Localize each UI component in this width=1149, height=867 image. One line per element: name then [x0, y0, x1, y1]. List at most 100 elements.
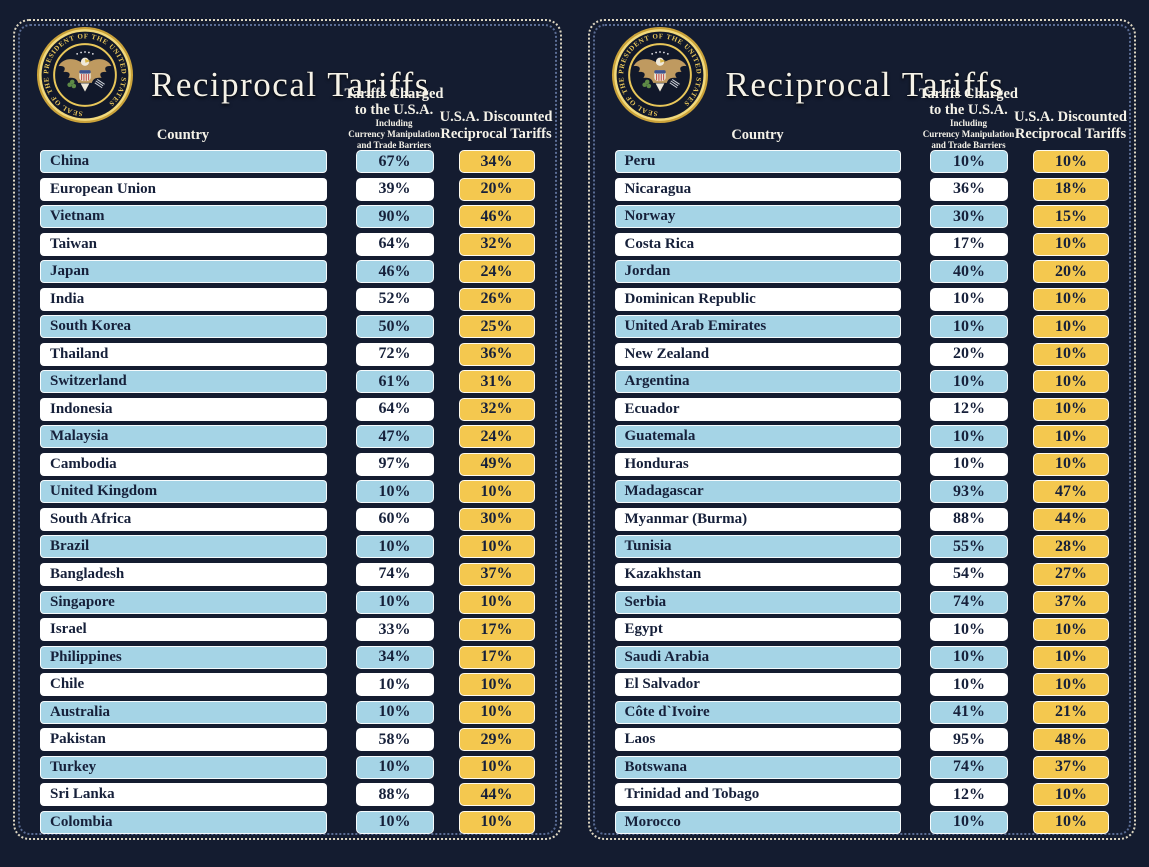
charged-header-subline: Including	[375, 118, 413, 129]
tariff-table: China 67% 34% European Union 39% 20% Vietnam 90…	[40, 150, 535, 834]
table-row: Tunisia 55% 28%	[614, 535, 1109, 559]
table-row: Peru 10% 10%	[614, 150, 1109, 173]
charged-tariff-cell: 10%	[930, 425, 1008, 449]
table-row: Argentina 10% 10%	[614, 370, 1109, 394]
discount-column-header: U.S.A. Discounted Reciprocal Tariffs	[1014, 109, 1127, 143]
discounted-tariff-cell: 10%	[458, 480, 535, 504]
discounted-tariff-cell: 26%	[458, 287, 535, 311]
discounted-tariff-cell: 10%	[1033, 287, 1109, 311]
charged-tariff-cell: 10%	[930, 370, 1008, 394]
charged-tariff-cell: 10%	[930, 150, 1008, 173]
table-row: Australia 10% 10%	[40, 700, 535, 724]
table-row: New Zealand 20% 10%	[614, 342, 1109, 366]
discounted-tariff-cell: 10%	[1033, 452, 1109, 476]
presidential-seal-icon: SEAL OF THE PRESIDENT OF THE UNITED STAT…	[36, 26, 134, 124]
panel-brand: SEAL OF THE PRESIDENT OF THE UNITED STAT…	[611, 26, 1005, 124]
country-cell: Serbia	[614, 590, 901, 614]
discounted-tariff-cell: 17%	[458, 645, 535, 669]
discounted-tariff-cell: 34%	[458, 150, 535, 173]
charged-tariff-cell: 74%	[930, 590, 1008, 614]
table-row: Costa Rica 17% 10%	[614, 232, 1109, 256]
discount-header-line: Reciprocal Tariffs	[1014, 126, 1127, 143]
table-row: Morocco 10% 10%	[614, 810, 1109, 834]
discounted-tariff-cell: 10%	[1033, 425, 1109, 449]
table-row: Philippines 34% 17%	[40, 645, 535, 669]
table-row: Botswana 74% 37%	[614, 755, 1109, 779]
charged-tariff-cell: 54%	[930, 562, 1008, 586]
charged-tariff-cell: 10%	[930, 810, 1008, 834]
charged-header-subline: Including	[949, 118, 988, 129]
discounted-tariff-cell: 10%	[1033, 645, 1109, 669]
country-cell: New Zealand	[614, 342, 901, 366]
country-cell: European Union	[40, 177, 327, 201]
discounted-tariff-cell: 15%	[1033, 205, 1109, 229]
discounted-tariff-cell: 10%	[458, 673, 535, 697]
discounted-tariff-cell: 21%	[1033, 700, 1109, 724]
charged-tariff-cell: 33%	[355, 618, 434, 642]
table-row: Bangladesh 74% 37%	[40, 562, 535, 586]
country-cell: Honduras	[614, 452, 901, 476]
table-row: Pakistan 58% 29%	[40, 728, 535, 752]
table-row: Egypt 10% 10%	[614, 618, 1109, 642]
discounted-tariff-cell: 10%	[1033, 342, 1109, 366]
country-cell: South Korea	[40, 315, 327, 339]
country-column-header: Country	[156, 127, 210, 143]
country-cell: Egypt	[614, 618, 901, 642]
charged-header-subline: Currency Manipulation	[922, 129, 1015, 140]
table-row: Laos 95% 48%	[614, 728, 1109, 752]
tariff-panel-right: SEAL OF THE PRESIDENT OF THE UNITED STAT…	[574, 0, 1149, 867]
charged-tariff-cell: 12%	[930, 783, 1008, 807]
country-cell: China	[40, 150, 327, 173]
discounted-tariff-cell: 29%	[458, 728, 535, 752]
eagle-icon	[633, 51, 686, 92]
charged-header-subline: and Trade Barriers	[931, 140, 1006, 151]
presidential-seal-icon: SEAL OF THE PRESIDENT OF THE UNITED STAT…	[611, 26, 708, 124]
charged-tariff-cell: 10%	[355, 590, 434, 614]
charged-tariff-cell: 10%	[355, 673, 434, 697]
country-cell: Madagascar	[614, 480, 901, 504]
country-cell: Malaysia	[40, 425, 327, 449]
table-row: Brazil 10% 10%	[40, 535, 535, 559]
table-row: United Arab Emirates 10% 10%	[614, 315, 1109, 339]
discounted-tariff-cell: 20%	[1033, 260, 1109, 284]
table-row: Japan 46% 24%	[40, 260, 535, 284]
country-cell: Cambodia	[40, 452, 327, 476]
charged-tariff-cell: 30%	[930, 205, 1008, 229]
charged-tariff-cell: 61%	[355, 370, 434, 394]
charged-header-line: to the U.S.A.	[354, 102, 434, 119]
country-cell: Kazakhstan	[614, 562, 901, 586]
discounted-tariff-cell: 24%	[458, 260, 535, 284]
charged-tariff-cell: 41%	[930, 700, 1008, 724]
discount-header-line: Reciprocal Tariffs	[440, 126, 552, 143]
charged-tariff-cell: 67%	[355, 150, 434, 173]
table-row: Switzerland 61% 31%	[40, 370, 535, 394]
charged-header-line: to the U.S.A.	[929, 102, 1008, 119]
charged-tariff-cell: 10%	[930, 673, 1008, 697]
tariff-panel-left: SEAL OF THE PRESIDENT OF THE UNITED STAT…	[13, 19, 562, 840]
charged-tariff-cell: 10%	[930, 618, 1008, 642]
charged-tariff-cell: 34%	[355, 645, 434, 669]
country-cell: Chile	[40, 673, 327, 697]
discounted-tariff-cell: 10%	[1033, 618, 1109, 642]
discounted-tariff-cell: 10%	[1033, 673, 1109, 697]
discounted-tariff-cell: 30%	[458, 507, 535, 531]
charged-tariff-cell: 58%	[355, 728, 434, 752]
country-cell: Indonesia	[40, 397, 327, 421]
table-row: China 67% 34%	[40, 150, 535, 173]
country-cell: Jordan	[614, 260, 901, 284]
discounted-tariff-cell: 10%	[1033, 232, 1109, 256]
discounted-tariff-cell: 17%	[458, 618, 535, 642]
charged-tariff-cell: 10%	[355, 535, 434, 559]
charged-tariff-cell: 64%	[355, 232, 434, 256]
charged-tariff-cell: 88%	[930, 507, 1008, 531]
table-row: Israel 33% 17%	[40, 618, 535, 642]
country-cell: Israel	[40, 618, 327, 642]
table-row: Colombia 10% 10%	[40, 810, 535, 834]
charged-header-line: Tariffs Charged	[344, 86, 444, 102]
discounted-tariff-cell: 47%	[1033, 480, 1109, 504]
table-row: Norway 30% 15%	[614, 205, 1109, 229]
discounted-tariff-cell: 10%	[458, 700, 535, 724]
charged-tariff-cell: 17%	[930, 232, 1008, 256]
charged-tariff-cell: 74%	[930, 755, 1008, 779]
